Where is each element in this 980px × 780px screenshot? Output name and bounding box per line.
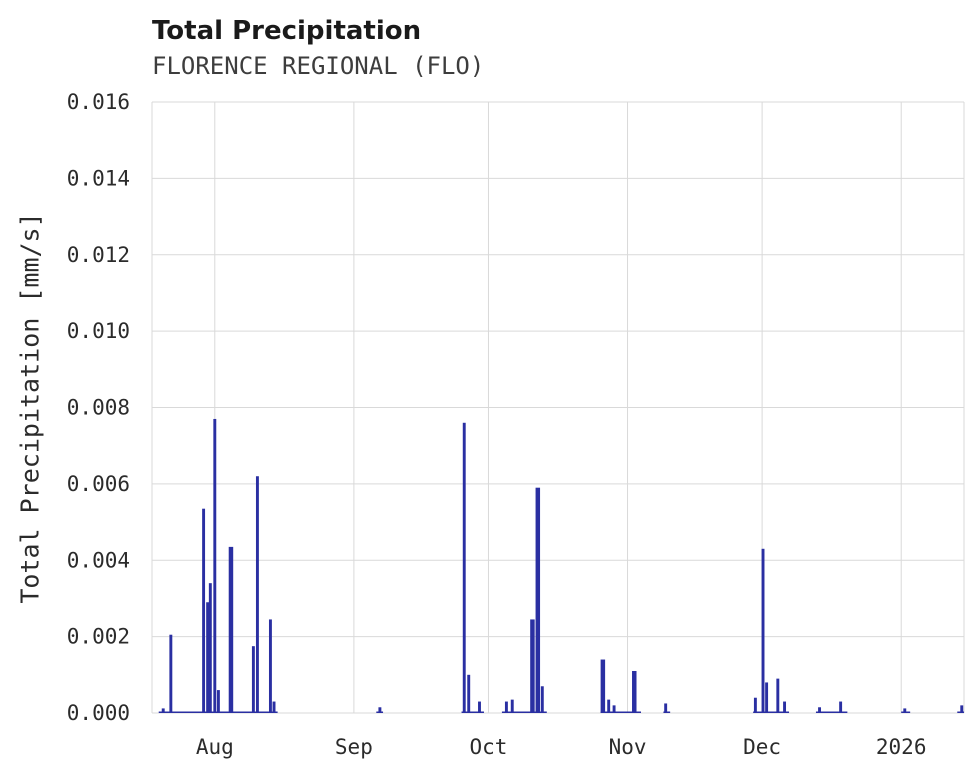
- precip-spike: [510, 699, 514, 713]
- precip-spike: [251, 646, 255, 713]
- precip-spike: [632, 670, 637, 713]
- baseline-segment: [600, 711, 641, 713]
- precip-spike: [903, 708, 907, 713]
- baseline-segment: [753, 711, 790, 713]
- precip-spike: [776, 678, 780, 713]
- precip-spike: [530, 619, 535, 713]
- precip-spike: [960, 705, 964, 713]
- x-tick-label: 2026: [876, 735, 927, 759]
- precip-spike: [161, 708, 165, 713]
- x-tick-label: Aug: [196, 735, 234, 759]
- precip-spike: [228, 546, 234, 713]
- precip-spike: [378, 707, 382, 713]
- y-tick-label: 0.006: [67, 472, 130, 496]
- precip-spike: [612, 705, 616, 713]
- precip-spike: [208, 583, 212, 713]
- precip-spike: [213, 418, 217, 713]
- chart-subtitle: FLORENCE REGIONAL (FLO): [152, 52, 485, 80]
- precip-spike: [268, 619, 272, 713]
- y-tick-label: 0.000: [67, 701, 130, 725]
- baseline-segment: [815, 711, 848, 713]
- y-tick-label: 0.002: [67, 625, 130, 649]
- precip-spike: [478, 701, 481, 713]
- precip-spike: [783, 701, 787, 713]
- precip-spike: [169, 634, 173, 713]
- precip-spike: [540, 686, 544, 713]
- x-tick-label: Sep: [335, 735, 373, 759]
- y-tick-label: 0.004: [67, 548, 130, 572]
- precip-spike: [216, 690, 220, 713]
- precip-spike: [535, 487, 541, 713]
- precip-spike: [272, 701, 276, 713]
- precip-spike: [765, 682, 769, 713]
- precip-spike: [206, 602, 210, 713]
- precip-spike: [839, 701, 843, 713]
- x-tick-label: Nov: [609, 735, 647, 759]
- baseline-segment: [501, 711, 547, 713]
- precip-spike: [202, 508, 206, 713]
- baseline-segment: [461, 711, 484, 713]
- precip-spike: [600, 659, 606, 713]
- x-tick-label: Oct: [469, 735, 507, 759]
- y-tick-label: 0.010: [67, 319, 130, 343]
- precip-spike: [753, 697, 757, 713]
- y-tick-label: 0.012: [67, 243, 130, 267]
- precip-spike: [504, 701, 508, 713]
- y-tick-label: 0.016: [67, 90, 130, 114]
- precip-spike: [664, 703, 668, 713]
- precip-spike: [818, 707, 822, 713]
- chart-title: Total Precipitation: [152, 16, 422, 46]
- y-tick-label: 0.008: [67, 396, 130, 420]
- precip-spike: [255, 476, 259, 713]
- precip-spike: [467, 674, 471, 713]
- x-tick-label: Dec: [743, 735, 781, 759]
- precip-spike: [607, 699, 611, 713]
- precip-spike: [761, 548, 765, 713]
- y-tick-label: 0.014: [67, 166, 130, 190]
- precip-spike: [462, 422, 466, 713]
